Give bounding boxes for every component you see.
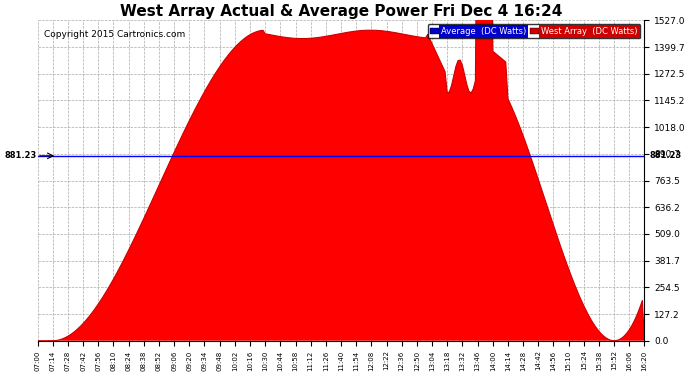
Text: 881.23: 881.23 (4, 152, 37, 160)
Text: 881.23: 881.23 (650, 152, 682, 160)
Title: West Array Actual & Average Power Fri Dec 4 16:24: West Array Actual & Average Power Fri De… (120, 4, 562, 19)
Legend: Average  (DC Watts), West Array  (DC Watts): Average (DC Watts), West Array (DC Watts… (428, 24, 640, 39)
Text: Copyright 2015 Cartronics.com: Copyright 2015 Cartronics.com (43, 30, 185, 39)
